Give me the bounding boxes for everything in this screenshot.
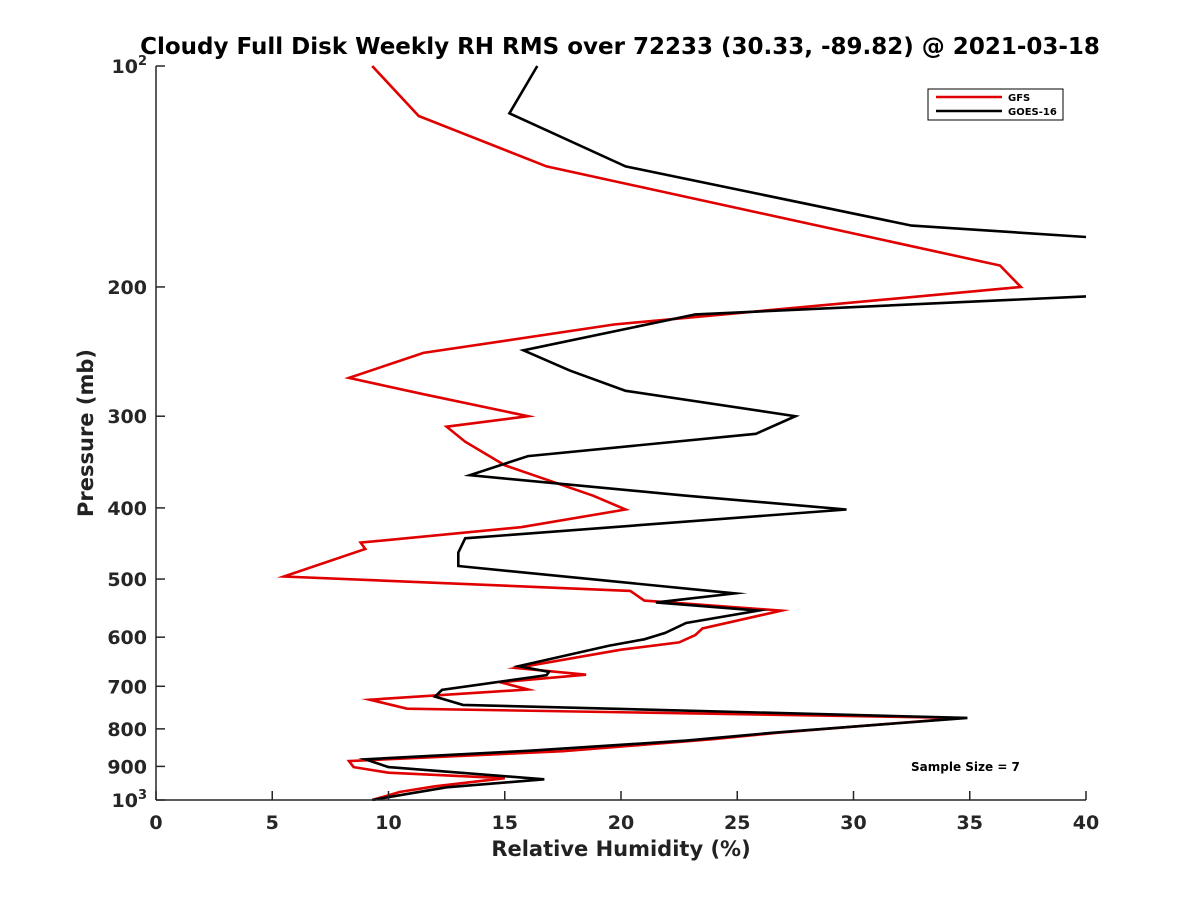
- x-axis-ticks: 0 5 10 15 20 25 30 35 40: [149, 791, 1099, 834]
- y-axis-ticks: 102 200 300 400 500 600 700 800 900 103: [107, 54, 165, 812]
- x-tick-label: 5: [266, 812, 279, 834]
- y-tick-label: 102: [112, 54, 148, 78]
- x-axis-label: Relative Humidity (%): [491, 837, 750, 861]
- y-tick-label: 400: [107, 498, 147, 520]
- axes: [155, 66, 1086, 801]
- sample-size-annotation: Sample Size = 7: [911, 760, 1020, 774]
- y-tick-label: 700: [107, 676, 147, 698]
- legend-label-gfs: GFS: [1008, 93, 1030, 104]
- y-tick-label: 300: [107, 406, 147, 428]
- y-tick-label: 103: [112, 788, 148, 812]
- x-tick-label: 30: [840, 812, 866, 834]
- x-tick-label: 40: [1073, 812, 1099, 834]
- y-tick-label: 500: [107, 569, 147, 591]
- y-tick-label: 900: [107, 756, 147, 778]
- x-tick-label: 20: [608, 812, 634, 834]
- legend-box: [927, 88, 1064, 121]
- x-tick-label: 0: [149, 812, 162, 834]
- y-tick-label: 200: [107, 277, 147, 299]
- series-line-gfs: [276, 65, 1024, 801]
- x-tick-label: 15: [492, 812, 518, 834]
- legend: GFS GOES-16: [927, 88, 1064, 121]
- x-tick-label: 25: [724, 812, 750, 834]
- series-line-goes-16: [358, 65, 1087, 801]
- legend-label-goes-16: GOES-16: [1008, 107, 1057, 118]
- x-tick-label: 10: [375, 812, 401, 834]
- x-tick-label: 35: [957, 812, 983, 834]
- chart-title: Cloudy Full Disk Weekly RH RMS over 7223…: [140, 34, 1100, 60]
- y-tick-label: 800: [107, 719, 147, 741]
- plot-area: [276, 65, 1087, 801]
- y-axis-label: Pressure (mb): [74, 349, 98, 517]
- y-tick-label: 600: [107, 627, 147, 649]
